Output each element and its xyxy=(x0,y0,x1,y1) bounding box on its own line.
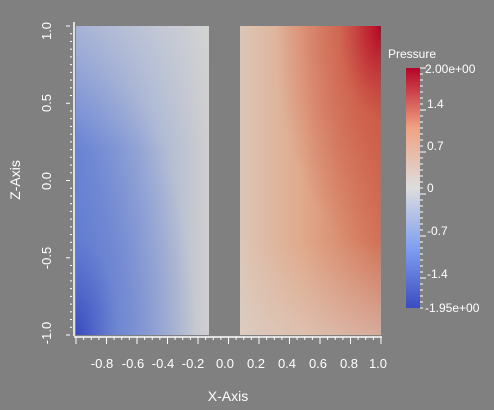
legend-label: 2.00e+00 xyxy=(425,62,476,76)
legend-label: 1.4 xyxy=(427,97,444,111)
legend-title: Pressure xyxy=(388,47,436,61)
x-tick-label: 0.4 xyxy=(278,356,296,371)
z-axis-minor-ticks xyxy=(66,25,72,336)
color-bar xyxy=(406,68,420,308)
legend-label: -1.95e+00 xyxy=(425,301,480,315)
x-tick-label: -0.6 xyxy=(122,356,144,371)
x-tick-label: -0.4 xyxy=(152,356,174,371)
legend-label: 0 xyxy=(427,181,434,195)
z-tick-label: 0.0 xyxy=(39,172,54,190)
x-tick-label: 0.6 xyxy=(309,356,327,371)
z-tick-label: 1.0 xyxy=(39,22,54,40)
x-tick-label: 1.0 xyxy=(369,356,387,371)
legend-label: -0.7 xyxy=(427,224,448,238)
x-axis-title: X-Axis xyxy=(208,388,248,404)
x-tick-label: 0.8 xyxy=(340,356,358,371)
z-tick-label: -0.5 xyxy=(39,247,54,269)
x-tick-label: 0.0 xyxy=(216,356,234,371)
x-tick-label: -0.2 xyxy=(182,356,204,371)
x-axis-minor-ticks xyxy=(75,337,382,344)
z-tick-label: -1.0 xyxy=(39,322,54,344)
color-bar-ticks xyxy=(420,67,426,309)
left-slab xyxy=(76,26,209,335)
z-tick-label: 0.5 xyxy=(39,94,54,112)
legend-label: -1.4 xyxy=(427,267,448,281)
z-axis-title: Z-Axis xyxy=(7,160,23,200)
x-tick-label: 0.2 xyxy=(247,356,265,371)
legend-label: 0.7 xyxy=(427,139,444,153)
color-legend[interactable]: Pressure 2.00e+00 1.4 0.7 0 -0.7 -1.4 -1… xyxy=(388,47,480,315)
right-slab xyxy=(240,26,381,335)
x-tick-label: -0.8 xyxy=(91,356,113,371)
